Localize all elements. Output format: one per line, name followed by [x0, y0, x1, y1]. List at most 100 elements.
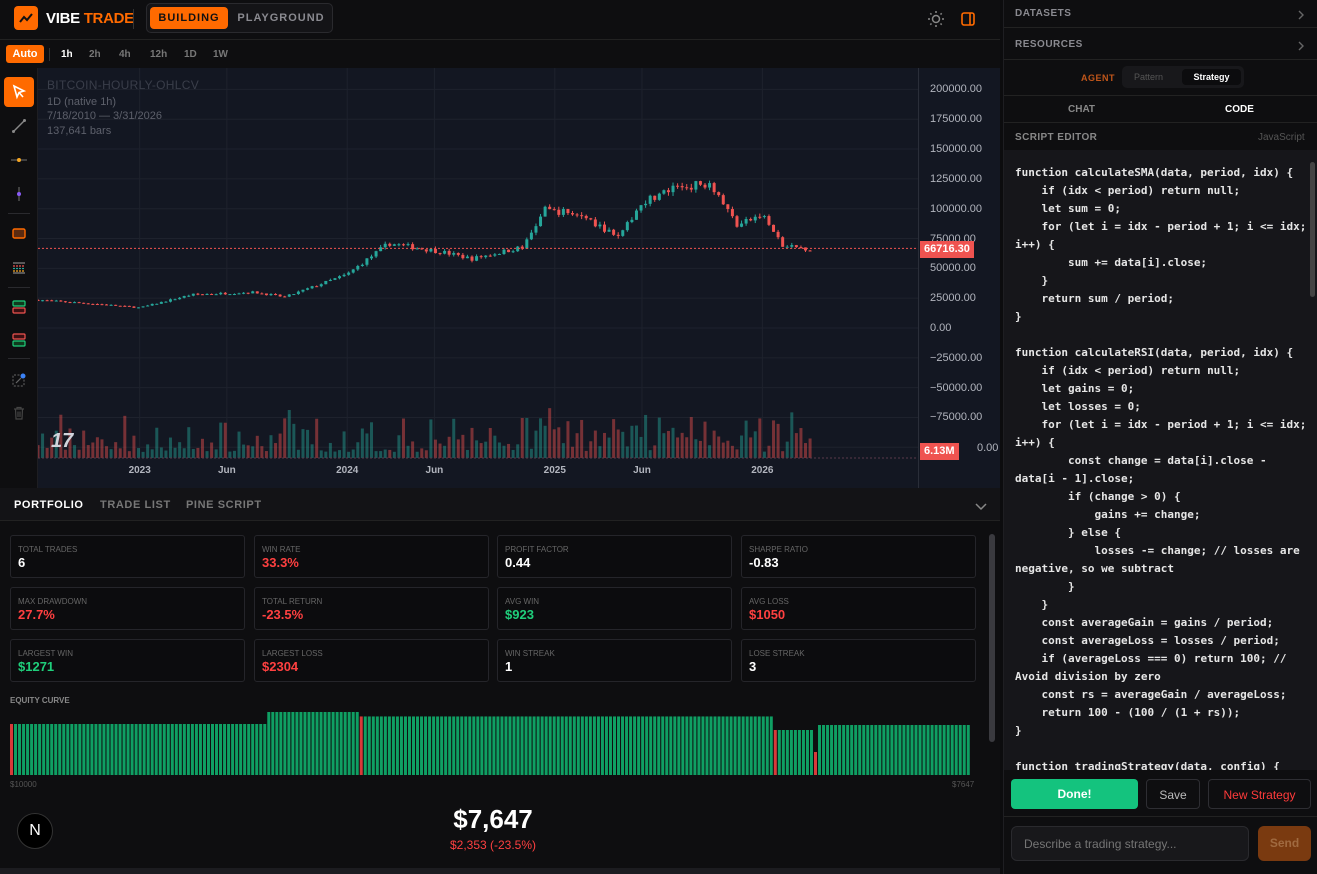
auto-button[interactable]: Auto	[6, 45, 44, 63]
equity-bar	[508, 716, 512, 775]
volume-bar	[708, 445, 712, 458]
y-tick-label: 0.00	[977, 442, 999, 454]
pattern-button[interactable]: Pattern	[1134, 72, 1164, 82]
code-content[interactable]: function calculateSMA(data, period, idx)…	[1015, 166, 1307, 770]
equity-bar	[749, 716, 753, 775]
candle	[552, 209, 556, 211]
trash-icon[interactable]	[4, 398, 34, 428]
tab-chat[interactable]: CHAT	[1068, 104, 1096, 115]
volume-bar	[114, 442, 118, 458]
brush-icon[interactable]	[4, 365, 34, 395]
candle	[511, 251, 515, 253]
equity-bar	[689, 716, 693, 775]
scrollbar[interactable]	[1310, 162, 1315, 297]
equity-bar	[797, 729, 801, 775]
volume-bar	[228, 451, 232, 458]
equity-bar	[677, 716, 681, 775]
equity-bar	[46, 724, 50, 775]
right-panel: DATASETS RESOURCES AGENT Pattern Strateg…	[1003, 0, 1317, 874]
volume-bar	[415, 451, 419, 458]
datasets-section[interactable]: DATASETS	[1004, 0, 1317, 28]
equity-bar	[580, 716, 584, 775]
strategy-input[interactable]	[1011, 826, 1249, 861]
timeframe-2h[interactable]: 2h	[89, 49, 101, 60]
sun-icon[interactable]	[928, 11, 944, 32]
equity-bar	[432, 716, 436, 775]
rectangle-icon[interactable]	[4, 219, 34, 249]
timeframe-4h[interactable]: 4h	[119, 49, 131, 60]
candle	[758, 216, 762, 218]
equity-bar	[576, 716, 580, 775]
fib-grid-icon[interactable]	[4, 253, 34, 283]
candle	[164, 301, 168, 303]
candle	[159, 301, 163, 304]
horizontal-line-icon[interactable]	[4, 145, 34, 175]
price-chart[interactable]: BITCOIN-HOURLY-OHLCV 1D (native 1h) 7/18…	[38, 68, 918, 488]
trend-line-icon[interactable]	[4, 111, 34, 141]
timeframe-1h[interactable]: 1h	[61, 49, 73, 60]
volume-bar	[406, 445, 410, 458]
volume-bar	[59, 414, 63, 458]
candle	[634, 210, 638, 220]
avatar[interactable]: N	[17, 813, 53, 849]
horizontal-scrollbar[interactable]	[0, 868, 1000, 874]
equity-bar	[608, 716, 612, 775]
candle	[735, 216, 739, 227]
volume-bar	[223, 422, 227, 458]
timeframe-1w[interactable]: 1W	[213, 49, 228, 60]
equity-bar	[830, 725, 834, 775]
volume-bar	[146, 444, 150, 458]
tab-portfolio[interactable]: PORTFOLIO	[14, 499, 84, 511]
equity-bar	[412, 716, 415, 775]
equity-bar	[38, 724, 42, 775]
equity-bar	[854, 725, 858, 775]
scrollbar[interactable]	[989, 534, 995, 742]
done-button[interactable]: Done!	[1011, 779, 1138, 809]
final-equity-change: $2,353 (-23.5%)	[449, 838, 537, 852]
long-position-icon[interactable]	[4, 292, 34, 322]
timeframe-1d[interactable]: 1D	[184, 49, 197, 60]
equity-bar	[30, 724, 34, 775]
short-position-icon[interactable]	[4, 325, 34, 355]
tab-code[interactable]: CODE	[1225, 104, 1254, 115]
new-strategy-button[interactable]: New Strategy	[1208, 779, 1311, 809]
timeframe-12h[interactable]: 12h	[150, 49, 168, 60]
send-button[interactable]: Send	[1258, 826, 1311, 861]
equity-bar	[765, 716, 769, 775]
mode-building-button[interactable]: BUILDING	[150, 7, 228, 29]
candle	[484, 255, 488, 258]
metric-label: WIN STREAK	[505, 649, 555, 658]
tab-pine-script[interactable]: PINE SCRIPT	[186, 499, 262, 511]
equity-bar	[685, 716, 689, 775]
volume-bar	[712, 430, 716, 458]
vertical-line-icon[interactable]	[4, 179, 34, 209]
resources-section[interactable]: RESOURCES	[1004, 28, 1317, 60]
script-editor[interactable]: function calculateSMA(data, period, idx)…	[1004, 150, 1317, 770]
panel-toggle-icon[interactable]	[961, 12, 975, 31]
mode-playground-button[interactable]: PLAYGROUND	[237, 12, 325, 24]
equity-bar	[793, 729, 797, 775]
candle	[762, 216, 766, 218]
volume-bar	[260, 446, 264, 458]
equity-bar	[275, 712, 279, 775]
equity-bar	[122, 724, 126, 775]
equity-bar	[572, 716, 576, 775]
save-button[interactable]: Save	[1146, 779, 1200, 809]
equity-bar	[512, 716, 516, 775]
equity-bar	[142, 724, 146, 775]
candle	[543, 206, 547, 217]
equity-bar	[842, 725, 846, 775]
volume-bar	[191, 448, 195, 458]
candle	[479, 256, 483, 258]
candle	[785, 246, 789, 248]
volume-bar	[68, 428, 72, 458]
volume-bar	[324, 451, 328, 458]
chart-canvas[interactable]	[38, 68, 918, 488]
strategy-button[interactable]: Strategy	[1182, 69, 1241, 85]
candle	[712, 183, 716, 193]
price-axis[interactable]: 200000.00 175000.00 150000.00 125000.00 1000…	[918, 68, 1000, 488]
equity-bar	[94, 724, 98, 775]
cursor-icon[interactable]	[4, 77, 34, 107]
tab-trade-list[interactable]: TRADE LIST	[100, 499, 171, 511]
chevron-down-icon[interactable]	[975, 498, 987, 516]
